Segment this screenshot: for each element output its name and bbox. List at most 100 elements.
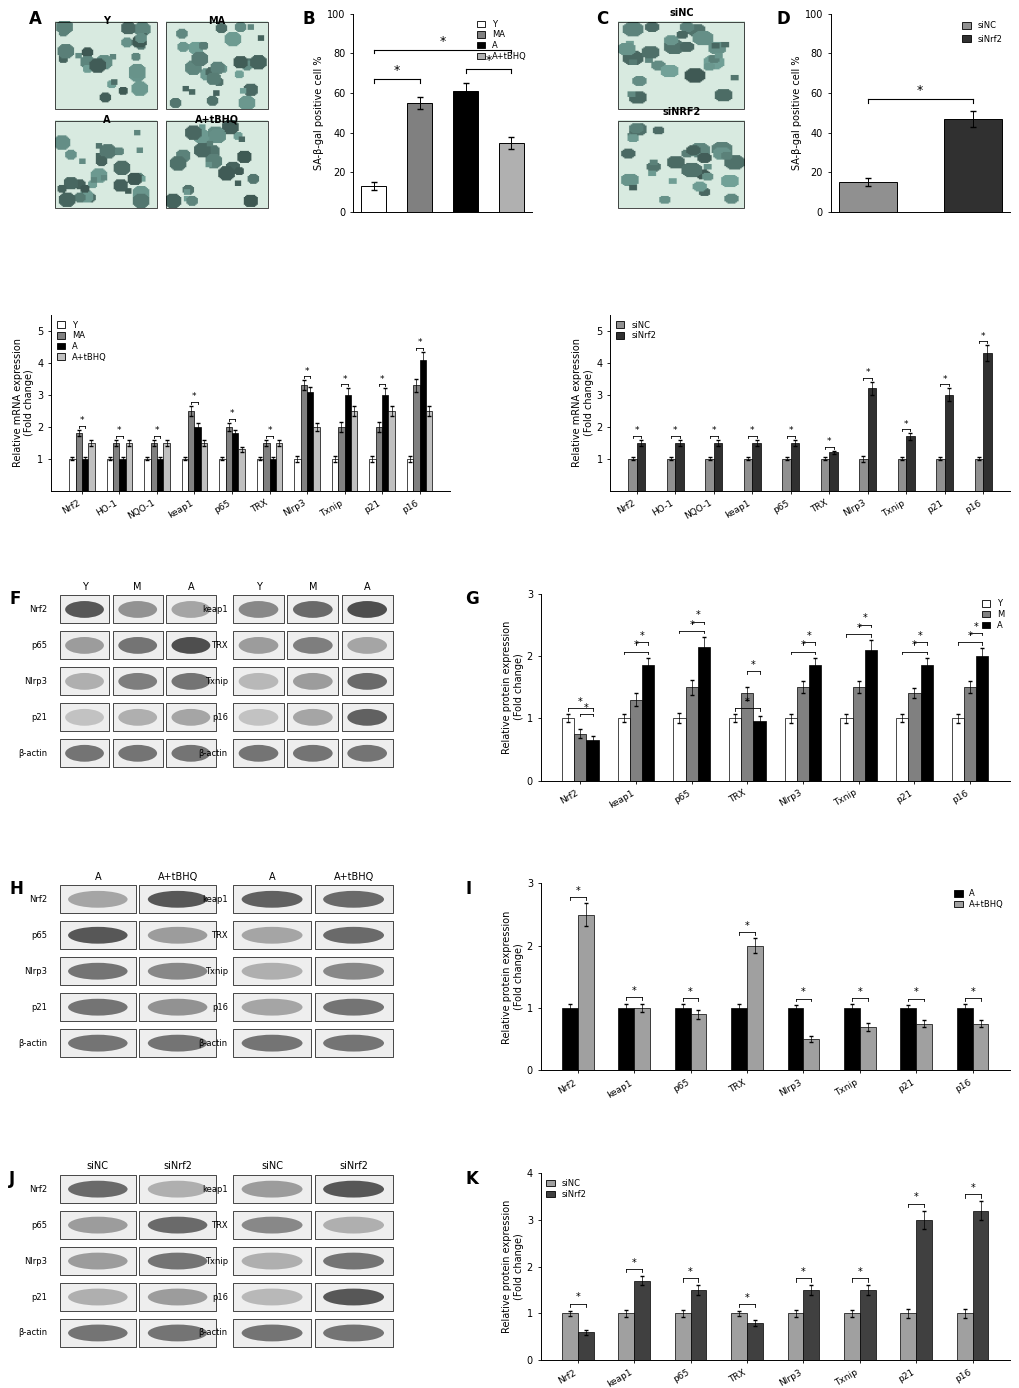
Text: *: *: [969, 1183, 974, 1192]
FancyBboxPatch shape: [166, 668, 215, 695]
Bar: [82, 458, 89, 491]
Bar: [301, 384, 307, 491]
Ellipse shape: [148, 927, 207, 944]
Bar: [294, 458, 301, 491]
Bar: [618, 1313, 634, 1360]
Bar: [498, 143, 524, 212]
Legend: siNC, siNrf2: siNC, siNrf2: [613, 319, 657, 341]
Bar: [867, 389, 875, 491]
FancyBboxPatch shape: [232, 922, 311, 949]
FancyBboxPatch shape: [140, 922, 215, 949]
Ellipse shape: [347, 601, 386, 618]
Text: J: J: [9, 1170, 15, 1188]
Bar: [331, 458, 338, 491]
Text: siNrf2: siNrf2: [338, 1162, 368, 1171]
Text: A: A: [103, 115, 110, 125]
Bar: [574, 734, 586, 780]
Text: keap1: keap1: [202, 1184, 227, 1194]
Text: *: *: [485, 54, 491, 68]
FancyBboxPatch shape: [341, 704, 392, 731]
Bar: [561, 1313, 577, 1360]
Ellipse shape: [238, 601, 278, 618]
Bar: [838, 182, 896, 212]
Ellipse shape: [65, 637, 104, 654]
Text: Nrf2: Nrf2: [30, 605, 48, 613]
FancyBboxPatch shape: [60, 1176, 136, 1203]
Bar: [746, 1323, 762, 1360]
Bar: [843, 1313, 859, 1360]
Bar: [219, 458, 225, 491]
Text: siNrf2: siNrf2: [163, 1162, 192, 1171]
FancyBboxPatch shape: [60, 668, 109, 695]
Bar: [107, 458, 113, 491]
Bar: [89, 443, 95, 491]
Bar: [820, 458, 828, 491]
Text: keap1: keap1: [202, 605, 227, 613]
FancyBboxPatch shape: [113, 740, 162, 768]
Bar: [75, 433, 82, 491]
Text: *: *: [744, 697, 749, 706]
Y-axis label: Relative mRNA expression
(Fold change): Relative mRNA expression (Fold change): [572, 339, 593, 468]
Bar: [840, 718, 852, 780]
Bar: [864, 650, 876, 780]
Ellipse shape: [68, 963, 127, 980]
Ellipse shape: [242, 1181, 303, 1198]
FancyBboxPatch shape: [232, 1176, 311, 1203]
Bar: [195, 426, 201, 491]
Text: *: *: [689, 619, 693, 630]
Text: Nrf2: Nrf2: [30, 895, 48, 904]
Text: Nrf2: Nrf2: [30, 1184, 48, 1194]
FancyBboxPatch shape: [341, 632, 392, 659]
Text: p16: p16: [212, 1002, 227, 1012]
FancyBboxPatch shape: [232, 632, 283, 659]
FancyBboxPatch shape: [232, 958, 311, 985]
Text: β-actin: β-actin: [199, 1038, 227, 1048]
Text: p21: p21: [32, 1002, 48, 1012]
Y-axis label: SA-β-gal positive cell %: SA-β-gal positive cell %: [791, 56, 801, 171]
FancyBboxPatch shape: [140, 1212, 215, 1239]
Text: keap1: keap1: [202, 895, 227, 904]
Bar: [181, 458, 187, 491]
Bar: [375, 426, 382, 491]
FancyBboxPatch shape: [232, 668, 283, 695]
Text: *: *: [634, 426, 639, 434]
Bar: [943, 119, 1001, 212]
Text: *: *: [688, 1267, 692, 1277]
FancyBboxPatch shape: [60, 1319, 136, 1346]
Text: p65: p65: [32, 931, 48, 940]
Text: *: *: [578, 697, 582, 706]
Text: *: *: [800, 640, 805, 651]
Ellipse shape: [323, 1034, 383, 1052]
Ellipse shape: [68, 891, 127, 908]
Bar: [690, 1289, 706, 1360]
Text: *: *: [688, 987, 692, 997]
Bar: [307, 391, 313, 491]
FancyBboxPatch shape: [113, 632, 162, 659]
Ellipse shape: [148, 1034, 207, 1052]
Ellipse shape: [68, 1288, 127, 1306]
Bar: [119, 458, 125, 491]
Bar: [113, 443, 119, 491]
Text: *: *: [826, 437, 830, 446]
Text: *: *: [711, 426, 715, 434]
Bar: [269, 458, 275, 491]
Text: *: *: [117, 426, 121, 434]
Ellipse shape: [148, 891, 207, 908]
Legend: Y, MA, A, A+tBHQ: Y, MA, A, A+tBHQ: [475, 18, 528, 62]
Y-axis label: Relative protein expression
(Fold change): Relative protein expression (Fold change…: [501, 620, 524, 754]
Ellipse shape: [118, 673, 157, 690]
Ellipse shape: [148, 963, 207, 980]
Bar: [905, 436, 914, 491]
Text: *: *: [800, 1267, 805, 1277]
FancyBboxPatch shape: [113, 595, 162, 623]
FancyBboxPatch shape: [140, 886, 215, 913]
Bar: [634, 1281, 649, 1360]
Text: siNC: siNC: [668, 8, 693, 18]
Text: A: A: [95, 872, 101, 881]
Ellipse shape: [347, 709, 386, 726]
Text: Txnip: Txnip: [205, 966, 227, 976]
Ellipse shape: [148, 999, 207, 1016]
Bar: [618, 718, 630, 780]
Bar: [630, 700, 642, 780]
Bar: [944, 394, 952, 491]
